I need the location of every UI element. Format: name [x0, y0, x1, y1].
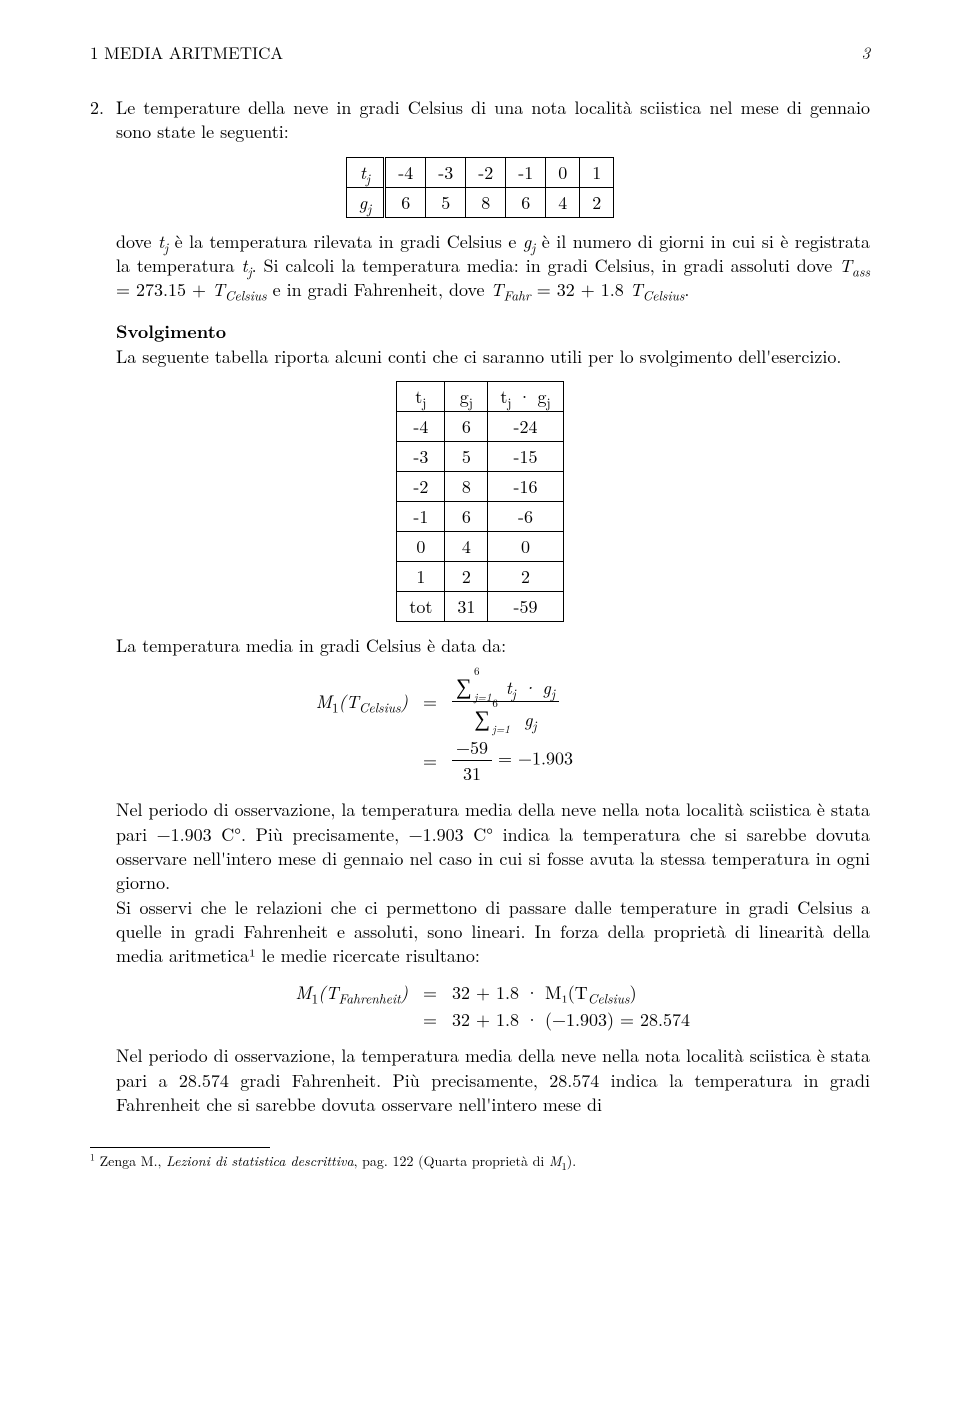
table-row: -16-6: [397, 502, 563, 532]
cell: 5: [426, 187, 466, 217]
paragraph-2: Nel periodo di osservazione, la temperat…: [90, 798, 870, 895]
data-table-2: tj gj tj · gj -46-24 -35-15 -28-16 -16-6…: [396, 381, 563, 622]
cell: 2: [445, 562, 488, 592]
cell: -24: [488, 412, 563, 442]
paragraph-4: Nel periodo di osservazione, la temperat…: [90, 1044, 870, 1117]
formula-celsius: M1(TCelsius) = ∑6j=1tj · gj ∑6j=1gj = −5…: [90, 670, 870, 786]
footnote: 1 Zenga M., Lezioni di statistica descri…: [90, 1152, 870, 1170]
col-header: tj · gj: [488, 382, 563, 412]
cell: -6: [488, 502, 563, 532]
table-row: tj gj tj · gj: [397, 382, 563, 412]
cell: 4: [445, 532, 488, 562]
exercise-number: 2.: [90, 96, 110, 145]
cell: 2: [580, 187, 614, 217]
svolgimento-intro: La seguente tabella riporta alcuni conti…: [116, 344, 841, 369]
cell: 4: [546, 187, 580, 217]
cell: 6: [385, 187, 426, 217]
col-header: tj: [397, 382, 445, 412]
cell: 31: [445, 592, 488, 622]
table-row: -35-15: [397, 442, 563, 472]
cell: -4: [385, 157, 426, 187]
footnote-rule: [90, 1147, 270, 1148]
cell: -16: [488, 472, 563, 502]
table-row: tj -4 -3 -2 -1 0 1: [346, 157, 613, 187]
cell: -2: [466, 157, 506, 187]
table-row: -28-16: [397, 472, 563, 502]
table-row: -46-24: [397, 412, 563, 442]
cell: 8: [445, 472, 488, 502]
exercise-text: Le temperature della neve in gradi Celsi…: [116, 96, 870, 145]
table-row: tot31-59: [397, 592, 563, 622]
row-label: tj: [346, 157, 384, 187]
cell: 8: [466, 187, 506, 217]
table-row: 040: [397, 532, 563, 562]
page-number: 3: [861, 40, 870, 64]
data-table-1: tj -4 -3 -2 -1 0 1 gj 6 5 8 6 4 2: [346, 157, 614, 218]
header-title: 1 MEDIA ARITMETICA: [90, 40, 283, 64]
svolgimento: Svolgimento La seguente tabella riporta …: [90, 320, 870, 369]
exercise-intro: 2. Le temperature della neve in gradi Ce…: [90, 96, 870, 145]
cell: -3: [397, 442, 445, 472]
line-media: La temperatura media in gradi Celsius è …: [90, 634, 870, 658]
cell: 6: [445, 502, 488, 532]
exercise-body-1: dove tj è la temperatura rilevata in gra…: [90, 230, 870, 303]
cell: -15: [488, 442, 563, 472]
table-row: gj 6 5 8 6 4 2: [346, 187, 613, 217]
cell: 0: [397, 532, 445, 562]
formula-fahrenheit: M1(TFahrenheit) = 32 + 1.8 · M₁(TCelsius…: [90, 980, 870, 1032]
cell: -4: [397, 412, 445, 442]
cell: 1: [397, 562, 445, 592]
paragraph-3: Si osservi che le relazioni che ci perme…: [90, 896, 870, 969]
table-row: 122: [397, 562, 563, 592]
cell: 1: [580, 157, 614, 187]
cell: -1: [397, 502, 445, 532]
cell: -59: [488, 592, 563, 622]
cell: 0: [488, 532, 563, 562]
page: 1 MEDIA ARITMETICA 3 2. Le temperature d…: [0, 0, 960, 1428]
cell: -1: [506, 157, 546, 187]
cell: 6: [445, 412, 488, 442]
cell: 2: [488, 562, 563, 592]
cell: tot: [397, 592, 445, 622]
cell: 0: [546, 157, 580, 187]
col-header: gj: [445, 382, 488, 412]
cell: 5: [445, 442, 488, 472]
cell: -3: [426, 157, 466, 187]
svolgimento-title: Svolgimento: [116, 320, 870, 344]
cell: 6: [506, 187, 546, 217]
row-label: gj: [346, 187, 384, 217]
page-header: 1 MEDIA ARITMETICA 3: [90, 40, 870, 64]
cell: -2: [397, 472, 445, 502]
